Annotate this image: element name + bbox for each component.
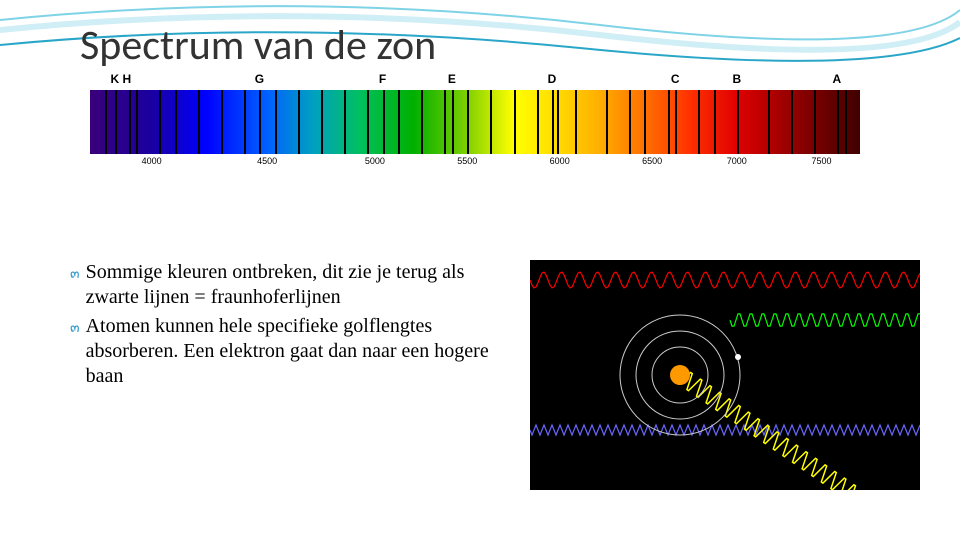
- spectrum-label: E: [448, 72, 456, 86]
- fraunhofer-line: [321, 90, 323, 154]
- fraunhofer-line: [552, 90, 554, 154]
- bullet-text: Atomen kunnen hele specifieke golflengte…: [86, 314, 490, 389]
- fraunhofer-line: [698, 90, 700, 154]
- spectrum-label: F: [379, 72, 386, 86]
- fraunhofer-line: [714, 90, 716, 154]
- spectrum-label: K H: [110, 72, 131, 86]
- fraunhofer-line: [175, 90, 177, 154]
- fraunhofer-line: [383, 90, 385, 154]
- spectrum-label: G: [255, 72, 264, 86]
- axis-tick: 4500: [257, 156, 277, 166]
- spectrum-label: D: [548, 72, 557, 86]
- fraunhofer-line: [221, 90, 223, 154]
- fraunhofer-line: [115, 90, 117, 154]
- fraunhofer-line: [791, 90, 793, 154]
- fraunhofer-line: [644, 90, 646, 154]
- fraunhofer-line: [557, 90, 559, 154]
- fraunhofer-line: [444, 90, 446, 154]
- fraunhofer-line: [668, 90, 670, 154]
- fraunhofer-line: [675, 90, 677, 154]
- fraunhofer-line: [768, 90, 770, 154]
- fraunhofer-line: [259, 90, 261, 154]
- bullet-swirl-icon: ๓: [70, 320, 80, 338]
- axis-tick: 5500: [457, 156, 477, 166]
- axis-tick: 6000: [550, 156, 570, 166]
- spectrum-band: [90, 90, 860, 154]
- bullet-list: ๓ Sommige kleuren ontbreken, dit zie je t…: [70, 260, 490, 393]
- axis-tick: 6500: [642, 156, 662, 166]
- spectrum-label: B: [732, 72, 741, 86]
- spectrum-label: A: [833, 72, 842, 86]
- solar-spectrum: K HGFEDCBA 40004500500055006000650070007…: [90, 90, 860, 190]
- axis-tick: 4000: [142, 156, 162, 166]
- fraunhofer-line: [275, 90, 277, 154]
- bullet-text: Sommige kleuren ontbreken, dit zie je te…: [86, 260, 490, 310]
- axis-tick: 5000: [365, 156, 385, 166]
- fraunhofer-line: [367, 90, 369, 154]
- fraunhofer-line: [537, 90, 539, 154]
- fraunhofer-line: [467, 90, 469, 154]
- fraunhofer-line: [105, 90, 107, 154]
- axis-tick: 7000: [727, 156, 747, 166]
- fraunhofer-line: [606, 90, 608, 154]
- fraunhofer-line: [490, 90, 492, 154]
- spectrum-label: C: [671, 72, 680, 86]
- fraunhofer-line: [298, 90, 300, 154]
- fraunhofer-line: [159, 90, 161, 154]
- bullet-swirl-icon: ๓: [70, 266, 80, 284]
- fraunhofer-line: [575, 90, 577, 154]
- fraunhofer-line: [737, 90, 739, 154]
- fraunhofer-line: [421, 90, 423, 154]
- fraunhofer-line: [398, 90, 400, 154]
- fraunhofer-line: [629, 90, 631, 154]
- fraunhofer-line: [452, 90, 454, 154]
- fraunhofer-line: [845, 90, 847, 154]
- fraunhofer-line: [244, 90, 246, 154]
- axis-tick: 7500: [811, 156, 831, 166]
- list-item: ๓ Sommige kleuren ontbreken, dit zie je t…: [70, 260, 490, 310]
- fraunhofer-line: [814, 90, 816, 154]
- fraunhofer-line: [514, 90, 516, 154]
- list-item: ๓ Atomen kunnen hele specifieke golflengt…: [70, 314, 490, 389]
- fraunhofer-line: [129, 90, 131, 154]
- fraunhofer-line: [344, 90, 346, 154]
- fraunhofer-line: [198, 90, 200, 154]
- fraunhofer-line: [136, 90, 138, 154]
- fraunhofer-line: [837, 90, 839, 154]
- page-title: Spectrum van de zon: [80, 20, 436, 71]
- atom-emission-diagram: [530, 260, 920, 490]
